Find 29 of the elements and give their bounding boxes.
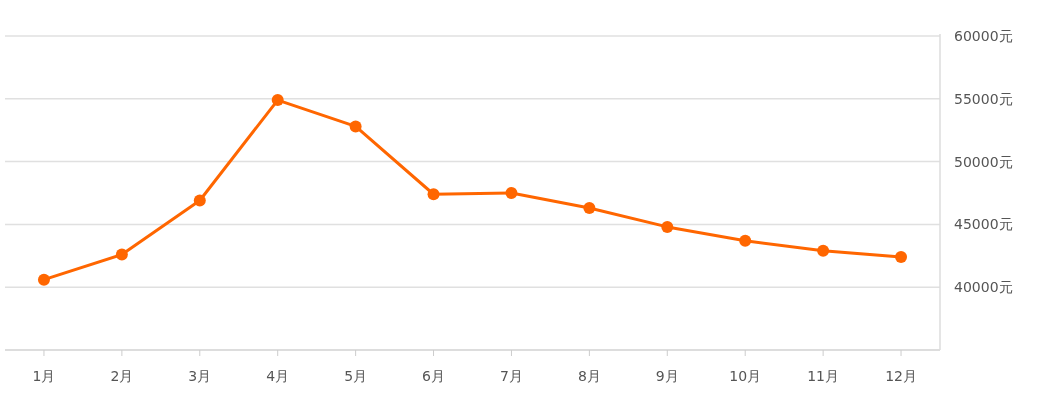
point: [427, 188, 440, 201]
point: [661, 220, 674, 233]
point: [271, 94, 284, 107]
point: [895, 251, 908, 264]
y-tick-label: 60000元: [954, 28, 1013, 44]
point: [349, 120, 362, 133]
x-tick-label: 11月: [807, 368, 840, 384]
point: [115, 248, 128, 261]
x-tick-label: 5月: [344, 368, 368, 384]
x-tick-label: 2月: [110, 368, 134, 384]
point: [505, 187, 518, 199]
x-tick-label: 12月: [885, 368, 917, 384]
y-tick-label: 45000元: [954, 216, 1013, 233]
x-tick-label: 4月: [266, 368, 290, 384]
y-tick-label: 55000元: [954, 90, 1013, 107]
y-tick-label: 40000元: [954, 279, 1013, 296]
x-tick-label: 8月: [577, 368, 601, 384]
point: [37, 273, 50, 286]
x-tick-label: 7月: [500, 368, 523, 384]
x-tick-label: 3月: [188, 368, 212, 384]
point: [583, 202, 596, 215]
point: [193, 194, 206, 207]
x-tick-label: 10月: [729, 368, 762, 384]
y-tick-label: 50000元: [954, 153, 1013, 170]
x-tick-label: 6月: [422, 368, 445, 384]
x-tick-label: 9月: [655, 368, 679, 384]
point: [739, 234, 752, 247]
point: [817, 244, 830, 257]
x-tick-label: 1月: [32, 368, 56, 384]
